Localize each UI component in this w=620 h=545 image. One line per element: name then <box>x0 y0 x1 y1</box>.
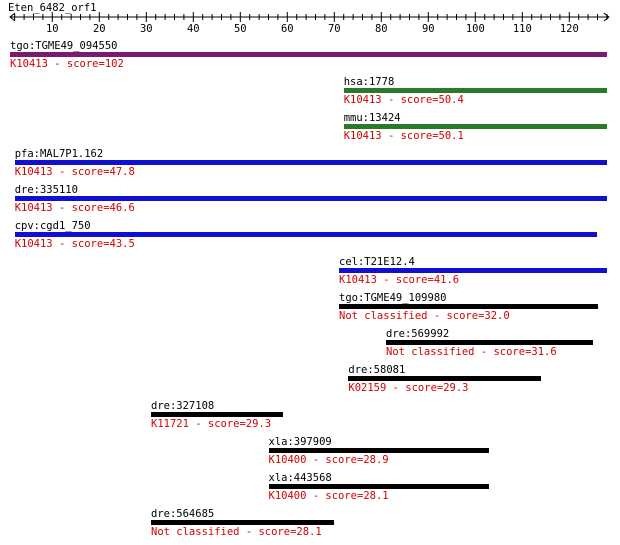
hit-score[interactable]: Not classified - score=31.6 <box>386 346 557 358</box>
hit-score[interactable]: K10413 - score=47.8 <box>14 166 135 178</box>
ruler-tick-label: 90 <box>422 23 435 35</box>
hit-bar[interactable] <box>151 520 335 525</box>
ruler-tick-label: 30 <box>140 23 153 35</box>
hit-score[interactable]: K10413 - score=50.1 <box>343 130 464 142</box>
hit-name[interactable]: cel:T21E12.4 <box>339 256 415 268</box>
ruler-tick-label: 20 <box>93 23 106 35</box>
hit-name[interactable]: tgo:TGME49_109980 <box>339 292 447 304</box>
hit-name[interactable]: tgo:TGME49_094550 <box>10 40 118 52</box>
position-ruler: 10 20 30 40 50 60 70 80 90 100 110 120 <box>9 12 610 35</box>
hit-score[interactable]: Not classified - score=28.1 <box>151 526 322 538</box>
hit-score[interactable]: K10413 - score=41.6 <box>339 274 460 286</box>
hit-bar[interactable] <box>14 196 607 201</box>
hit-score[interactable]: K10400 - score=28.1 <box>268 490 389 502</box>
hit-bar[interactable] <box>151 412 283 417</box>
ruler-tick-label: 10 <box>46 23 59 35</box>
hit-bar[interactable] <box>14 160 607 165</box>
query-title: Eten_6482_orf1 <box>8 2 97 14</box>
hit-score[interactable]: K11721 - score=29.3 <box>151 418 272 430</box>
ruler-tick-label: 50 <box>234 23 247 35</box>
hit-bar[interactable] <box>343 124 607 129</box>
hit-score[interactable]: K10400 - score=28.9 <box>268 454 389 466</box>
ruler-tick-label: 120 <box>560 23 579 35</box>
ruler-tick-label: 70 <box>328 23 341 35</box>
hit-bar[interactable] <box>339 268 607 273</box>
hit-score[interactable]: K10413 - score=50.4 <box>343 94 464 106</box>
hit-bar[interactable] <box>343 88 607 93</box>
hit-bar[interactable] <box>268 484 490 489</box>
hit-name[interactable]: hsa:1778 <box>343 76 395 88</box>
ruler-tick-label: 60 <box>281 23 294 35</box>
ruler-right-arrow <box>603 12 610 22</box>
hit-score[interactable]: Not classified - score=32.0 <box>339 310 510 322</box>
hit-name[interactable]: cpv:cgd1_750 <box>14 220 91 232</box>
hit-score[interactable]: K02159 - score=29.3 <box>348 382 469 394</box>
ruler-tick-label: 40 <box>187 23 200 35</box>
hit-name[interactable]: dre:335110 <box>14 184 78 196</box>
hit-bar[interactable] <box>10 52 607 57</box>
ruler-left-arrow <box>9 12 16 22</box>
hit-name[interactable]: dre:569992 <box>386 328 450 340</box>
hit-name[interactable]: xla:397909 <box>268 436 332 448</box>
hit-name[interactable]: dre:327108 <box>151 400 215 412</box>
hit-name[interactable]: xla:443568 <box>268 472 332 484</box>
ruler-tick-label: 110 <box>513 23 532 35</box>
hit-score[interactable]: K10413 - score=102 <box>10 58 124 70</box>
hit-score[interactable]: K10413 - score=43.5 <box>14 238 135 250</box>
hit-name[interactable]: dre:564685 <box>151 508 215 520</box>
hit-bar[interactable] <box>386 340 593 345</box>
ruler-tick-label: 80 <box>375 23 388 35</box>
hit-bar[interactable] <box>348 376 542 381</box>
hit-name[interactable]: dre:58081 <box>348 364 406 376</box>
hit-name[interactable]: pfa:MAL7P1.162 <box>14 148 104 160</box>
hit-bar[interactable] <box>14 232 598 237</box>
ruler-tick-label: 100 <box>466 23 485 35</box>
hit-score[interactable]: K10413 - score=46.6 <box>14 202 135 214</box>
hit-bar[interactable] <box>339 304 598 309</box>
hit-name[interactable]: mmu:13424 <box>343 112 401 124</box>
hit-bar[interactable] <box>268 448 490 453</box>
